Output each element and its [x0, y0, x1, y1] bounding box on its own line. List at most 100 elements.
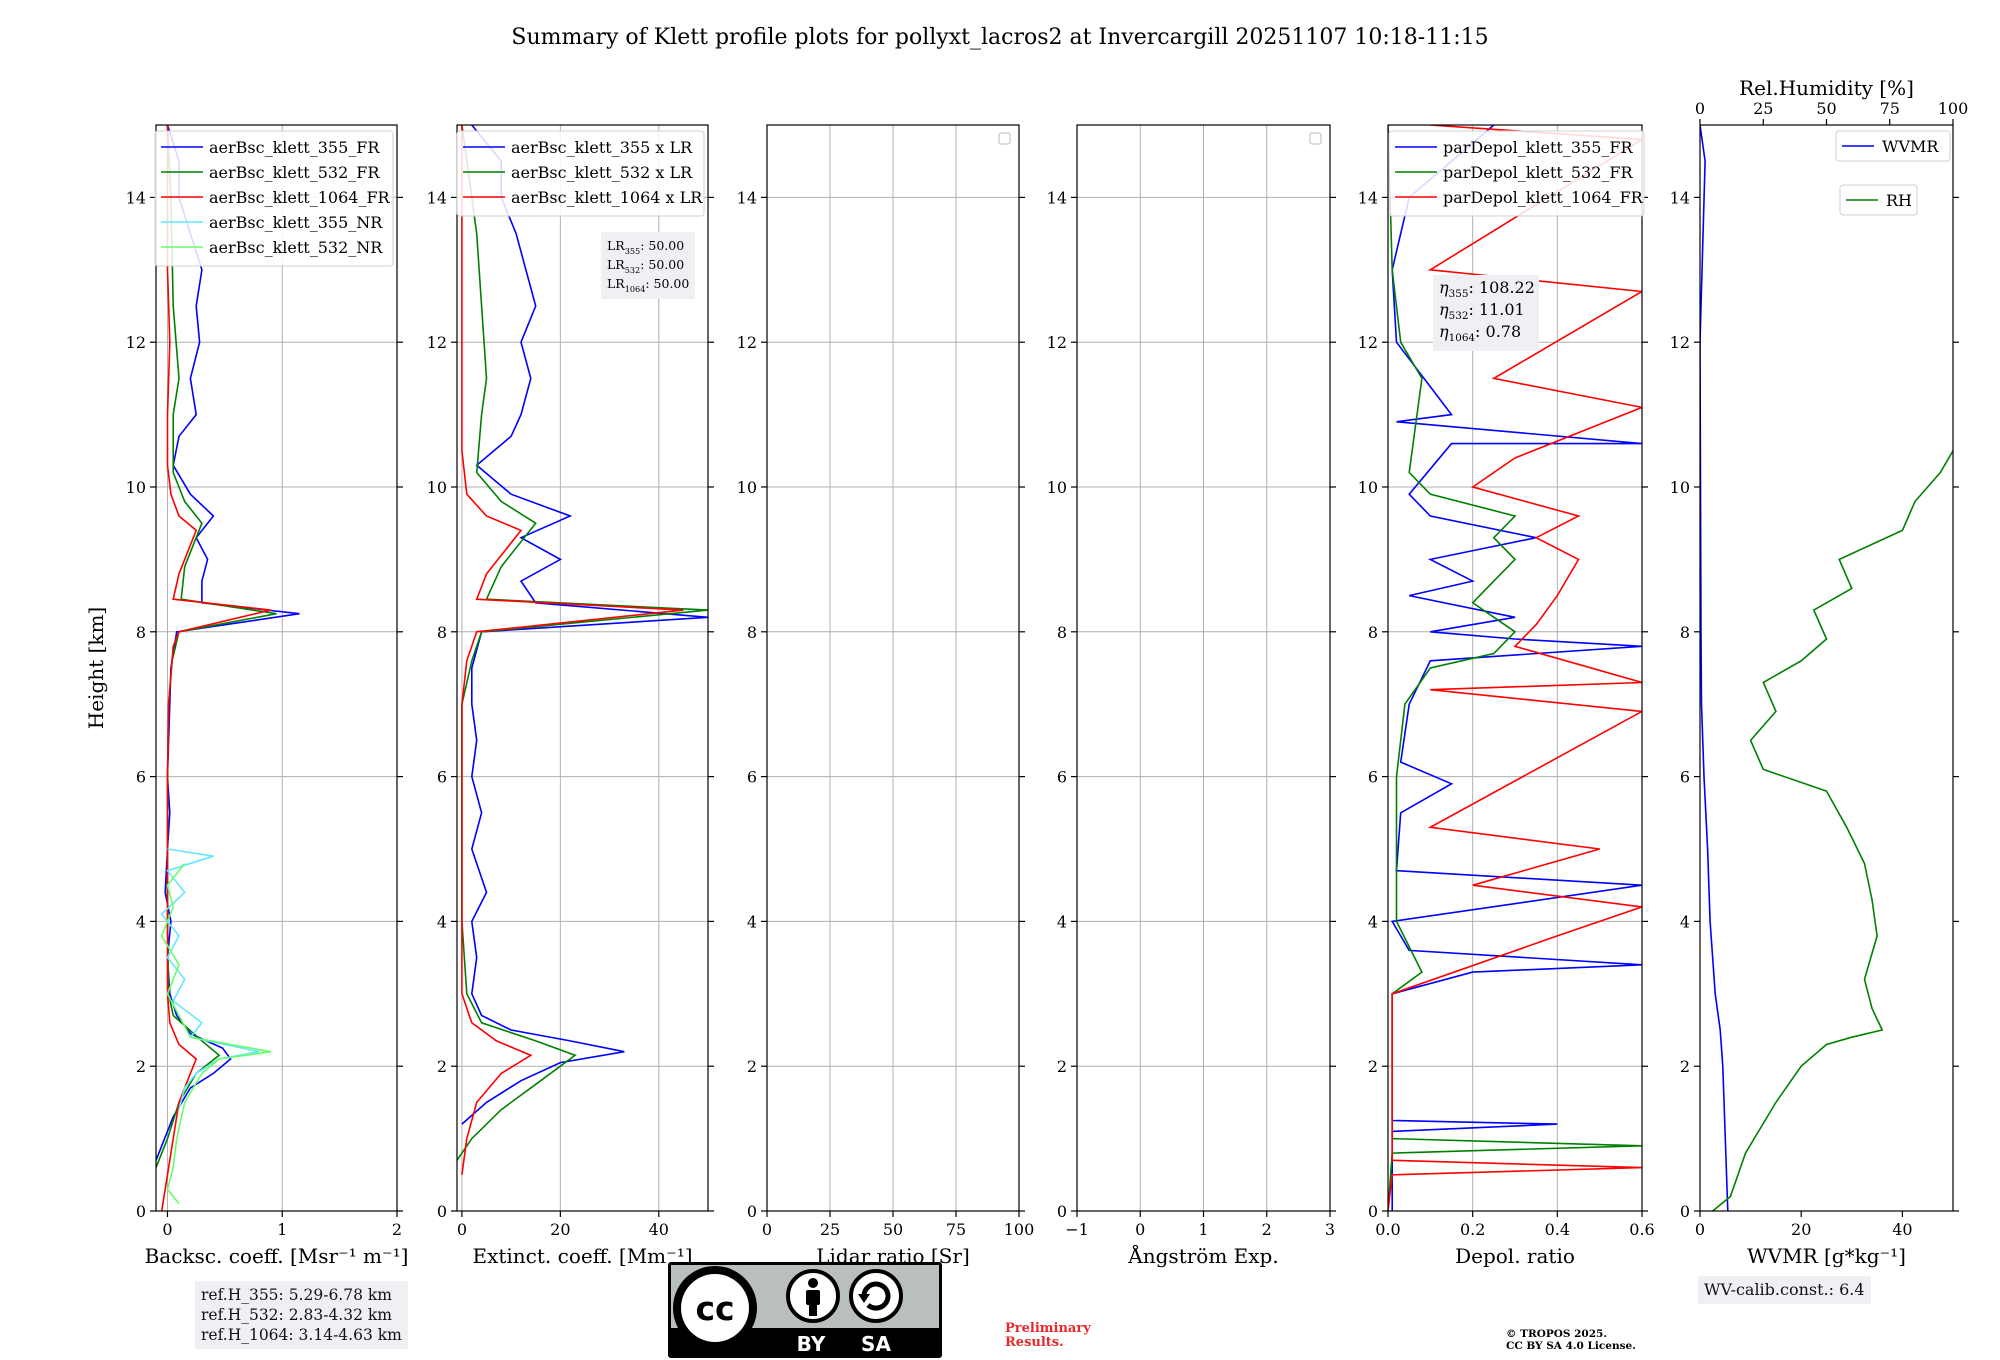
legend-box — [1839, 184, 1918, 216]
ref-h-355: ref.H_355: 5.29-6.78 km — [201, 1286, 392, 1304]
legend-entry: parDepol_klett_355_FR — [1443, 138, 1634, 157]
y-tick-label: 14 — [1670, 188, 1690, 207]
x-top-tick-label: 50 — [1816, 99, 1836, 118]
legend-entry: aerBsc_klett_355 x LR — [511, 138, 693, 157]
y-tick-label: 6 — [437, 768, 447, 787]
x-tick-label: 1 — [277, 1220, 287, 1239]
panel-wvmr: 0 2 4 6 8 10 12 14 0 20 40 WVMR [g*kg⁻¹] 0 25 50 75 100 R… — [1670, 76, 1969, 1268]
y-tick-label: 10 — [1358, 478, 1378, 497]
y-tick-label: 2 — [1680, 1057, 1690, 1076]
annotation-value: : 11.01 — [1468, 300, 1524, 319]
axes-frame — [456, 124, 709, 1212]
y-tick-label: 0 — [437, 1202, 447, 1221]
cc-logo-text: cc — [695, 1289, 734, 1328]
legend-entry: WVMR — [1882, 137, 1939, 156]
x-tick-label: −1 — [1065, 1220, 1089, 1239]
x-tick-label: 0 — [1135, 1220, 1145, 1239]
y-tick-label: 12 — [1047, 333, 1067, 352]
badge-by-label: BY — [797, 1332, 826, 1356]
annotation-subscript: 532 — [625, 265, 640, 275]
axes-frame — [155, 124, 398, 1212]
annotation-value: : 50.00 — [640, 257, 684, 272]
annotation-line: η1064: 0.78 — [1439, 322, 1521, 344]
x-axis-label: Ångström Exp. — [1127, 1243, 1278, 1268]
x-top-tick-label: 100 — [1938, 99, 1969, 118]
annotation-subscript: 1064 — [1449, 332, 1476, 344]
legend: parDepol_klett_355_FR parDepol_klett_532_… — [1388, 130, 1645, 217]
y-tick-label: 2 — [136, 1057, 146, 1076]
annotation-line: η355: 108.22 — [1439, 278, 1535, 300]
series-line-aerBsc_klett_1064 x LR — [461, 125, 684, 1175]
x-axis-label: WVMR [g*kg⁻¹] — [1747, 1244, 1906, 1268]
x-tick-label: 0 — [162, 1220, 172, 1239]
panel-depol: 0 2 4 6 8 10 12 14 0.0 0.2 0.4 0.6 Depol. ratio parDe… — [1358, 124, 1655, 1268]
legend: aerBsc_klett_355_FR aerBsc_klett_532_FRae… — [154, 130, 394, 267]
x-tick-label: 100 — [1004, 1220, 1035, 1239]
y-tick-label: 12 — [737, 333, 757, 352]
y-tick-label: 8 — [1368, 623, 1378, 642]
annotation-value: : 108.22 — [1468, 278, 1534, 297]
y-tick-label: 0 — [1368, 1202, 1378, 1221]
legend-box — [1835, 130, 1951, 162]
y-tick-label: 2 — [437, 1057, 447, 1076]
x-tick-label: 75 — [946, 1220, 966, 1239]
legend-entry: aerBsc_klett_1064 x LR — [511, 188, 703, 207]
annotation-subscript: 355 — [1449, 288, 1469, 300]
legend-entry: aerBsc_klett_355_FR — [209, 138, 380, 157]
x-tick-label: 20 — [550, 1220, 570, 1239]
y-tick-label: 10 — [737, 478, 757, 497]
legend: aerBsc_klett_355 x LR aerBsc_klett_532 x … — [456, 130, 705, 217]
x-tick-label: 0 — [457, 1220, 467, 1239]
x-tick-label: 2 — [1262, 1220, 1272, 1239]
legend-entry: aerBsc_klett_532_FR — [209, 163, 380, 182]
annotation-bg — [1433, 275, 1539, 351]
series-line-aerBsc_klett_355_NR — [160, 848, 260, 1110]
y-tick-label: 0 — [1057, 1202, 1067, 1221]
annotation-symbol: η — [1439, 278, 1449, 297]
legend-box — [1388, 130, 1645, 217]
legend-entry: aerBsc_klett_532_NR — [209, 238, 383, 257]
annotation-subscript: 532 — [1449, 310, 1469, 322]
empty-legend-box — [1309, 132, 1322, 145]
legend-entry: parDepol_klett_1064_FR — [1443, 188, 1644, 207]
x-top-tick-label: 25 — [1753, 99, 1773, 118]
wv-calib-const: WV-calib.const.: 6.4 — [1704, 1280, 1865, 1299]
x-tick-label: 20 — [1791, 1220, 1811, 1239]
y-tick-label: 6 — [747, 768, 757, 787]
y-tick-label: 6 — [1368, 768, 1378, 787]
annotation-value: : 0.78 — [1475, 322, 1521, 341]
by-person-body — [806, 1290, 820, 1305]
badge-sa-label: SA — [861, 1332, 891, 1356]
ref-h-532: ref.H_532: 2.83-4.32 km — [201, 1306, 392, 1324]
y-tick-label: 10 — [1670, 478, 1690, 497]
wv-calibration-box: WV-calib.const.: 6.4 — [1698, 1276, 1871, 1304]
y-tick-label: 14 — [1047, 188, 1067, 207]
cc-by-sa-badge: cc BY SA — [668, 1262, 942, 1358]
y-tick-label: 10 — [427, 478, 447, 497]
x-top-tick-label: 75 — [1880, 99, 1900, 118]
legend-box — [154, 130, 394, 267]
x-top-axis-label: Rel.Humidity [%] — [1739, 76, 1914, 100]
annotation-subscript: 1064 — [625, 284, 646, 294]
y-tick-label: 6 — [136, 768, 146, 787]
preliminary-results-note: Preliminary Results. — [1005, 1321, 1091, 1350]
y-tick-label: 8 — [437, 623, 447, 642]
legend-box — [456, 130, 705, 217]
y-tick-label: 4 — [1368, 912, 1378, 931]
figure-title: Summary of Klett profile plots for polly… — [511, 25, 1488, 50]
x-tick-label: 0.2 — [1460, 1220, 1485, 1239]
legend-entry: aerBsc_klett_355_NR — [209, 213, 383, 232]
y-tick-label: 2 — [1057, 1057, 1067, 1076]
y-tick-label: 10 — [126, 478, 146, 497]
y-tick-label: 0 — [136, 1202, 146, 1221]
y-tick-label: 14 — [737, 188, 757, 207]
y-tick-label: 8 — [1057, 623, 1067, 642]
y-tick-label: 12 — [1670, 333, 1690, 352]
x-axis-label: Depol. ratio — [1455, 1244, 1575, 1268]
annotation-line: η532: 11.01 — [1439, 300, 1525, 322]
annotation-line: LR355: 50.00 — [607, 238, 684, 256]
